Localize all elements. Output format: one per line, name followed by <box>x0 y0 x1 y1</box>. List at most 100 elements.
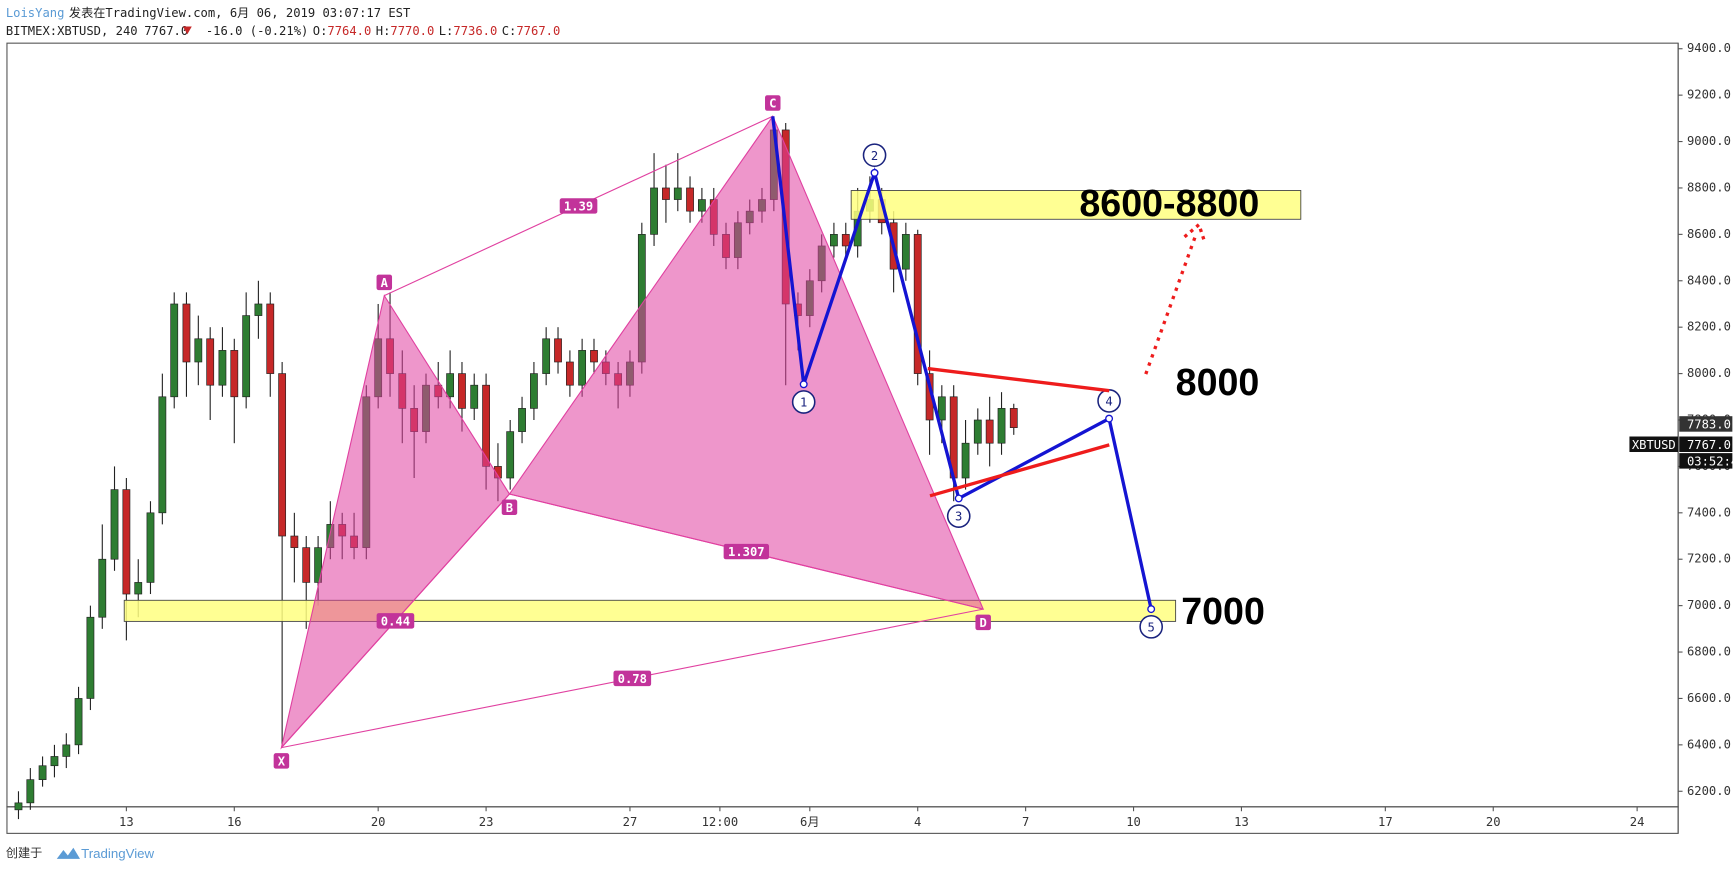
ohlc-value: 7770.0 <box>390 23 434 37</box>
candle-body <box>590 350 598 363</box>
x-tick-label: 10 <box>1126 815 1141 829</box>
symbol-box <box>1629 436 1679 453</box>
candle-body <box>901 234 910 270</box>
ohlc-value: 7736.0 <box>453 23 497 37</box>
candle-body <box>973 419 982 444</box>
candle-body <box>206 338 215 386</box>
pattern-point-label: X <box>278 755 286 769</box>
pattern-point-label: B <box>506 501 513 515</box>
trend-line <box>929 443 1110 498</box>
x-tick-label: 20 <box>1486 815 1501 829</box>
pattern-point-box <box>376 274 393 291</box>
y-tick-label: 9200.0 <box>1687 88 1731 102</box>
y-tick-label: 8200.0 <box>1687 320 1731 334</box>
candle-body <box>182 303 191 363</box>
x-tick-label: 13 <box>1234 815 1249 829</box>
wave-line <box>771 116 1153 610</box>
y-tick-label: 6400.0 <box>1687 737 1731 751</box>
wave-label: 5 <box>1148 620 1155 634</box>
wave-badge <box>1139 614 1164 639</box>
ratio-box <box>613 670 652 687</box>
candle-body <box>565 361 574 386</box>
y-tick-label: 8000.0 <box>1687 366 1731 380</box>
wave-vertex <box>1105 414 1114 423</box>
wave-label: 2 <box>871 149 878 163</box>
candle-body <box>218 350 227 386</box>
last-price: 7767.0 <box>144 23 188 37</box>
candle-body <box>446 373 455 398</box>
y-tick-label: 9000.0 <box>1687 134 1731 148</box>
x-tick-label: 12:00 <box>702 815 739 829</box>
pattern-point-box <box>975 614 991 631</box>
countdown: 03:52:46 <box>1687 454 1736 468</box>
candle-body <box>913 234 922 374</box>
y-tick-label: 6200.0 <box>1687 784 1731 798</box>
price-tag <box>1679 416 1733 432</box>
x-tick-label: 4 <box>914 815 921 829</box>
symbol: BITMEX:XBTUSD, 240 <box>6 23 138 37</box>
wave-vertex <box>1147 605 1156 614</box>
candle-body <box>542 338 551 374</box>
x-tick-label: 6月 <box>800 815 819 829</box>
created-label: 创建于 <box>6 846 42 860</box>
header: LoisYang 发表在TradingView.com, 6月 06, 2019… <box>6 5 560 38</box>
x-tick-label: 20 <box>371 815 386 829</box>
candle-body <box>86 616 95 699</box>
wave-badge <box>946 504 971 528</box>
candle-body <box>254 303 263 316</box>
x-axis <box>6 806 1679 834</box>
x-tick-label: 24 <box>1630 815 1645 829</box>
pattern-point-label: C <box>769 97 776 111</box>
pattern-point-box <box>765 95 781 111</box>
x-tick-label: 16 <box>227 815 242 829</box>
trend-line <box>927 366 1110 393</box>
candle-body <box>62 744 71 757</box>
candle-body <box>518 408 526 432</box>
symbol-line: BITMEX:XBTUSD, 240 7767.0 -16.0 (-0.21%) O:… <box>6 23 560 37</box>
candle-body <box>230 350 239 398</box>
brand[interactable]: TradingView <box>81 846 154 861</box>
wave-vertex <box>870 168 879 177</box>
ohlc-value: 7764.0 <box>327 23 371 37</box>
candle-body <box>314 547 322 583</box>
wave-badge <box>862 143 887 168</box>
y-tick-label: 6800.0 <box>1687 645 1731 659</box>
y-tick-label: 8600.0 <box>1687 227 1731 241</box>
ratio-box <box>376 613 415 629</box>
y-tick-label: 7400.0 <box>1687 505 1731 519</box>
zone <box>850 190 1302 220</box>
down-arrow <box>182 26 192 35</box>
ratio-box <box>559 198 598 214</box>
annotation: 7000 <box>1181 590 1265 632</box>
logo <box>56 847 81 859</box>
candle-body <box>14 802 23 811</box>
candle-body <box>997 408 1006 444</box>
ohlc-value: 7767.0 <box>516 23 560 37</box>
author[interactable]: LoisYang <box>6 6 65 20</box>
pattern-point-label: A <box>381 276 389 290</box>
candle-body <box>146 512 155 583</box>
candle-body <box>302 547 311 583</box>
wave-vertex <box>954 494 963 503</box>
ratio-label: 1.307 <box>728 545 765 559</box>
candle-body <box>290 535 299 548</box>
price-tag-label: 7783.0 <box>1687 418 1731 432</box>
y-tick-label: 7000.0 <box>1687 598 1731 612</box>
x-tick-label: 17 <box>1378 815 1393 829</box>
candle-body <box>961 442 970 479</box>
x-tick-label: 23 <box>479 815 494 829</box>
x-tick-label: 13 <box>119 815 134 829</box>
candle-body <box>686 187 694 212</box>
candle-body <box>194 338 203 363</box>
candle-body <box>530 373 538 409</box>
pattern-fill <box>280 294 511 750</box>
pattern-point-box <box>273 753 290 769</box>
candle-body <box>937 396 946 421</box>
pattern-point-label: D <box>980 616 987 630</box>
wave-vertex <box>799 380 808 389</box>
ohlc-key: L: <box>439 23 454 37</box>
candle-body <box>134 582 143 595</box>
wave-label: 3 <box>955 510 962 524</box>
